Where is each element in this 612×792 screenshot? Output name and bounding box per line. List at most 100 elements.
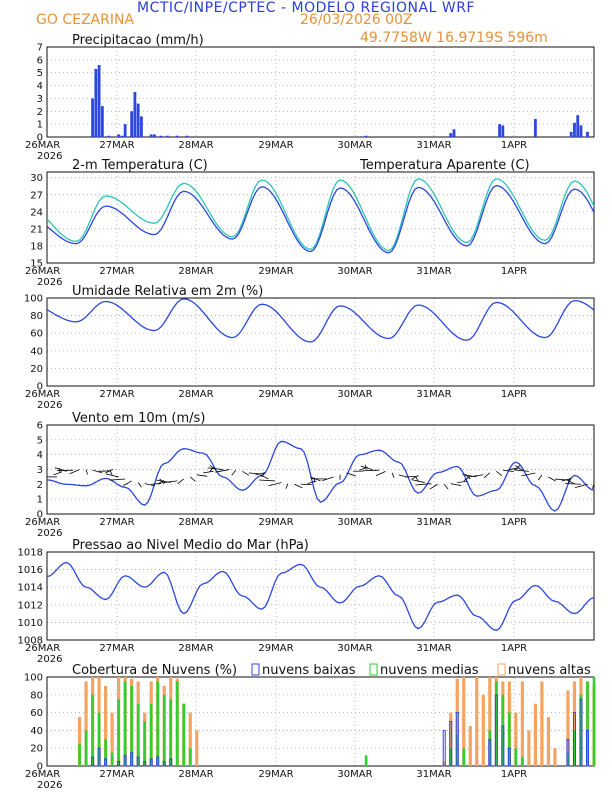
x-tick-label: 30MAR: [337, 517, 372, 528]
wind-arrow: [457, 480, 468, 483]
cloud-bar: [488, 677, 492, 766]
precip-bar: [586, 131, 589, 137]
wind-arrow: [443, 483, 449, 490]
cloud-bar: [573, 730, 576, 766]
x-tick-label: 1APR: [501, 769, 527, 780]
precip-bar: [185, 135, 189, 137]
wind-arrow: [196, 474, 208, 477]
wind-arrow: [209, 466, 215, 472]
precip-bar: [107, 135, 111, 137]
year-label: 2026: [37, 654, 62, 665]
x-tick-label: 27MAR: [99, 769, 134, 780]
wind-arrow: [207, 467, 223, 470]
x-tick-label: 29MAR: [258, 266, 293, 277]
cloud-bar: [495, 681, 498, 766]
wind-arrow: [414, 475, 419, 482]
wind-arrow: [375, 470, 386, 477]
year-label: 2026: [37, 780, 62, 791]
cloud-bar: [169, 758, 173, 767]
wind-arrow: [554, 478, 566, 481]
wind-arrow: [137, 482, 142, 488]
wind-arrow: [99, 470, 110, 472]
year-label: 2026: [37, 277, 62, 288]
wind-arrow: [429, 483, 438, 490]
cloud-bar: [585, 729, 589, 767]
y-tick-label: 6: [37, 421, 43, 432]
precip-bar: [452, 129, 456, 137]
wind-arrow: [151, 482, 162, 485]
x-tick-label: 29MAR: [258, 140, 293, 151]
x-tick-label: 28MAR: [178, 517, 213, 528]
cloud-bar: [488, 738, 492, 767]
y-tick-label: 27: [30, 190, 43, 201]
cloud-bar: [104, 739, 107, 766]
precip-bar: [498, 124, 501, 137]
cloud-bar: [84, 681, 88, 766]
x-tick-label: 31MAR: [416, 266, 451, 277]
precip-bar: [166, 135, 169, 137]
y-tick-label: 3: [37, 465, 43, 476]
x-tick-label: 31MAR: [416, 769, 451, 780]
wind-arrow: [53, 471, 63, 476]
x-tick-label: 1APR: [501, 140, 527, 151]
cloud-bar: [136, 703, 140, 766]
wind-arrow: [537, 474, 543, 481]
y-tick-label: 1010: [18, 618, 43, 629]
cloud-bar: [364, 755, 368, 766]
cloud-bar: [527, 730, 531, 766]
x-tick-label: 29MAR: [258, 389, 293, 400]
cloud-bar: [84, 730, 88, 766]
cloud-bar: [188, 712, 192, 766]
panel-title: 2-m Temperatura (C): [72, 158, 208, 173]
wind-speed-line: [46, 440, 595, 512]
cloud-bar: [455, 712, 459, 767]
year-label: 2026: [37, 528, 62, 539]
cloud-bar: [156, 681, 160, 766]
precip-bar: [364, 135, 368, 137]
y-tick-label: 5: [37, 435, 43, 446]
y-tick-label: 1012: [18, 600, 43, 611]
run-date-label: 26/03/2026 00Z: [300, 12, 413, 28]
cloud-bar: [130, 685, 133, 766]
precip-bar: [117, 134, 121, 137]
cloud-bar: [162, 694, 166, 766]
cloud-bar: [449, 721, 453, 767]
wind-arrow: [521, 472, 536, 477]
y-tick-label: 80: [30, 311, 43, 322]
wind-arrow: [177, 478, 184, 485]
cloud-bar: [78, 743, 81, 766]
y-tick-label: 40: [30, 726, 43, 737]
y-tick-label: 100: [24, 673, 43, 684]
cloud-bar: [566, 690, 570, 766]
x-tick-label: 1APR: [501, 389, 527, 400]
wind-arrow: [92, 469, 103, 474]
cloud-bar: [572, 681, 577, 766]
y-tick-label: 1: [37, 495, 43, 506]
cloud-bar: [169, 699, 173, 766]
wind-arrow: [502, 469, 514, 472]
x-tick-label: 31MAR: [416, 140, 451, 151]
y-tick-label: 2: [37, 107, 43, 118]
y-tick-label: 20: [30, 364, 43, 375]
cloud-bar: [449, 712, 453, 766]
y-tick-label: 21: [30, 224, 43, 235]
plot-frame: [46, 297, 595, 387]
precip-bar: [501, 125, 505, 137]
wind-arrow: [468, 474, 484, 478]
cloud-bar: [566, 738, 570, 767]
wind-arrow: [109, 469, 113, 476]
wind-arrow: [391, 472, 395, 479]
x-tick-label: 1APR: [501, 643, 527, 654]
legend-item: nuvens baixas: [262, 663, 356, 678]
cloud-bar: [507, 747, 511, 767]
x-tick-label: 29MAR: [258, 769, 293, 780]
pressure-line: [46, 561, 595, 632]
y-tick-label: 20: [30, 744, 43, 755]
legend-swatch: [497, 663, 506, 676]
wind-arrow: [411, 475, 419, 480]
wind-arrow: [189, 476, 196, 482]
wind-arrow: [268, 482, 282, 487]
y-tick-label: 5: [37, 68, 43, 79]
series-line: [46, 178, 595, 252]
